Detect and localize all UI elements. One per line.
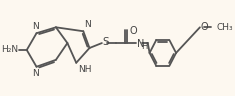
Text: H: H [141,42,147,50]
Text: N: N [137,39,145,49]
Text: H₂N: H₂N [1,46,18,54]
Text: O: O [201,22,208,32]
Text: O: O [129,26,137,36]
Text: S: S [103,37,109,47]
Text: N: N [84,20,91,29]
Text: N: N [32,22,39,31]
Text: NH: NH [78,65,91,74]
Text: N: N [32,69,39,78]
Text: CH₃: CH₃ [217,23,233,32]
